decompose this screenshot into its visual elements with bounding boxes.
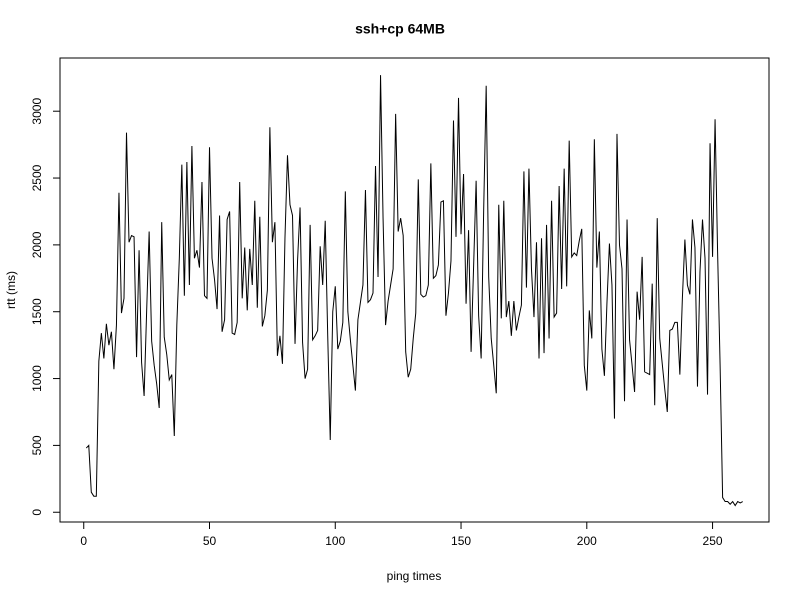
x-tick-label: 100 xyxy=(325,534,345,548)
y-axis-label: rtt (ms) xyxy=(4,271,18,309)
y-tick-label: 0 xyxy=(30,509,44,516)
x-axis-label: ping times xyxy=(387,569,442,583)
x-tick-label: 250 xyxy=(703,534,723,548)
y-tick-label: 2500 xyxy=(30,164,44,191)
y-tick-label: 1000 xyxy=(30,365,44,392)
chart-title: ssh+cp 64MB xyxy=(355,21,445,37)
y-tick-label: 2000 xyxy=(30,231,44,258)
x-tick-label: 0 xyxy=(80,534,87,548)
y-tick-label: 3000 xyxy=(30,98,44,125)
y-tick-label: 500 xyxy=(30,435,44,455)
data-line xyxy=(85,75,743,507)
x-tick-label: 50 xyxy=(203,534,217,548)
y-tick-label: 1500 xyxy=(30,298,44,325)
plot-box xyxy=(59,57,770,523)
x-tick-label: 200 xyxy=(577,534,597,548)
x-tick-label: 150 xyxy=(451,534,471,548)
